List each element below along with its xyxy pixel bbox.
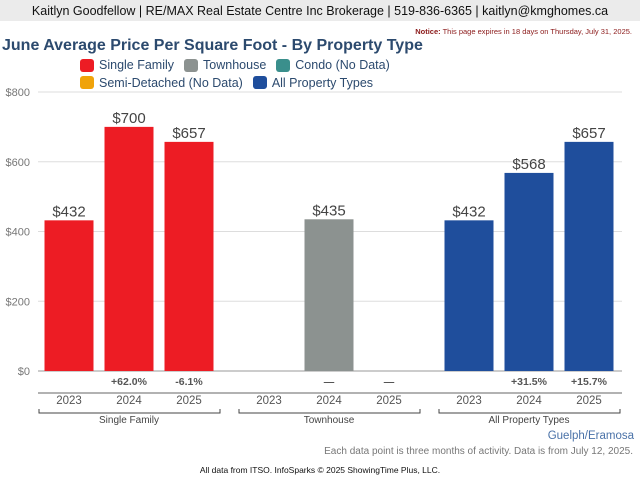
bar <box>104 126 154 371</box>
bar-value-label: $432 <box>52 203 85 220</box>
legend-label: Semi-Detached (No Data) <box>99 75 243 90</box>
legend-label: Condo (No Data) <box>295 58 390 72</box>
group-bracket <box>238 409 421 414</box>
legend-label: Townhouse <box>203 58 267 72</box>
data-note: Each data point is three months of activ… <box>324 446 633 457</box>
legend-item[interactable]: Single Family <box>80 57 174 73</box>
y-tick-label: $800 <box>6 87 30 99</box>
x-year-label: 2024 <box>316 395 342 407</box>
group-bracket <box>438 409 621 414</box>
x-year-label: 2025 <box>376 395 402 407</box>
group-label: All Property Types <box>489 415 570 426</box>
legend-item[interactable]: Townhouse <box>184 57 266 73</box>
group-label: Single Family <box>99 415 159 426</box>
x-year-label: 2023 <box>456 395 482 407</box>
legend-item[interactable]: All Property Types <box>252 75 374 91</box>
bar <box>504 172 554 371</box>
bar-value-label: $568 <box>512 156 545 173</box>
group-bracket <box>38 409 221 414</box>
legend-label: Single Family <box>99 58 175 72</box>
bar <box>304 219 354 371</box>
chart-title: June Average Price Per Square Foot - By … <box>2 37 423 54</box>
x-year-label: 2023 <box>256 395 282 407</box>
y-tick-label: $600 <box>6 157 30 169</box>
y-tick-label: $400 <box>6 227 30 239</box>
bar-value-label: $432 <box>452 203 485 220</box>
x-year-label: 2023 <box>56 395 82 407</box>
legend-swatch <box>276 58 291 72</box>
x-year-label: 2024 <box>116 395 142 407</box>
x-year-label: 2025 <box>576 395 602 407</box>
bar <box>44 220 94 371</box>
legend: Single Family Townhouse Condo (No Data) Sem… <box>80 57 480 92</box>
legend-label: All Property Types <box>271 75 374 90</box>
percent-change-label: +31.5% <box>511 376 548 388</box>
bar-value-label: $657 <box>572 125 605 142</box>
expiry-notice: Notice: This page expires in 18 days on … <box>415 27 632 36</box>
x-year-label: 2024 <box>516 395 542 407</box>
legend-item[interactable]: Condo (No Data) <box>276 57 390 73</box>
percent-change-label: — <box>384 376 395 388</box>
y-tick-label: $0 <box>18 366 30 378</box>
percent-change-label: — <box>324 376 335 388</box>
bar-value-label: $657 <box>172 125 205 142</box>
bar <box>564 141 614 371</box>
percent-change-label: +62.0% <box>111 376 148 388</box>
group-label: Townhouse <box>304 415 355 426</box>
legend-item[interactable]: Semi-Detached (No Data) <box>80 75 243 91</box>
notice-text: This page expires in 18 days on Thursday… <box>440 27 632 36</box>
footer: All data from ITSO. InfoSparks © 2025 Sh… <box>199 465 441 475</box>
legend-swatch <box>80 58 94 72</box>
legend-swatch <box>252 76 267 89</box>
bar <box>444 220 494 371</box>
notice-label: Notice: <box>415 27 441 36</box>
legend-swatch <box>80 76 94 89</box>
x-year-label: 2025 <box>176 395 202 407</box>
bar <box>164 141 214 371</box>
location-link[interactable]: Guelph/Eramosa <box>547 430 634 442</box>
legend-swatch <box>184 58 199 72</box>
percent-change-label: +15.7% <box>571 376 608 388</box>
bar-value-label: $435 <box>312 202 345 219</box>
y-tick-label: $200 <box>6 296 30 308</box>
percent-change-label: -6.1% <box>175 376 203 388</box>
bar-value-label: $700 <box>112 110 145 127</box>
agent-header: Kaitlyn Goodfellow | RE/MAX Real Estate … <box>0 0 640 21</box>
